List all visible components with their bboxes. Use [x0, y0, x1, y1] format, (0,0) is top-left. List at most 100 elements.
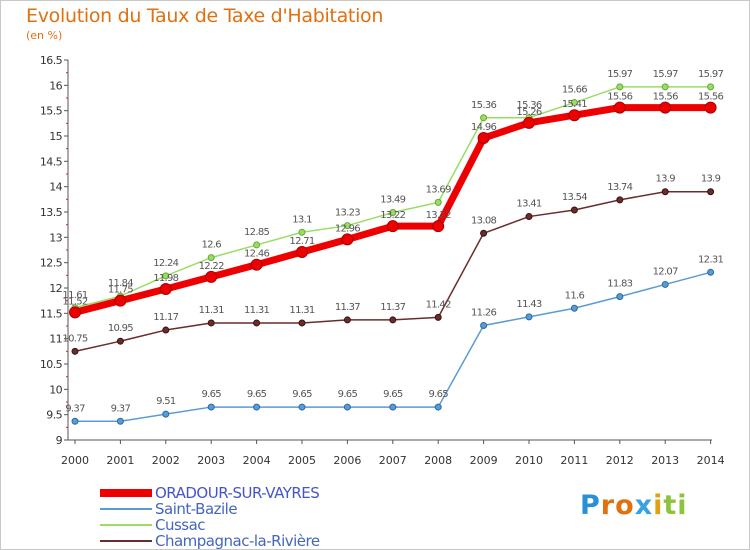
data-label: 11.26 [471, 307, 496, 318]
data-point [207, 319, 215, 327]
data-point [207, 254, 215, 262]
data-label: 13.74 [607, 182, 632, 193]
data-point [661, 280, 669, 288]
data-point [525, 313, 533, 321]
x-tick-label: 2005 [288, 454, 316, 467]
legend-swatch [100, 489, 152, 497]
data-label: 9.37 [65, 403, 85, 414]
chart-title: Evolution du Taux de Taxe d'Habitation [26, 5, 384, 27]
data-point [434, 198, 442, 206]
x-tick-label: 2008 [424, 454, 452, 467]
data-label: 13.22 [426, 210, 451, 221]
data-label: 11.31 [289, 305, 314, 316]
data-label: 12.96 [335, 223, 360, 234]
x-tick-label: 2012 [606, 454, 634, 467]
logo-letter: i [653, 490, 664, 521]
data-point [389, 403, 397, 411]
data-point [207, 403, 215, 411]
data-point [480, 114, 488, 122]
data-point [298, 228, 306, 236]
logo-letter: i [677, 490, 688, 521]
legend-swatch [100, 524, 152, 526]
data-point [162, 272, 170, 280]
legend-label: ORADOUR-SUR-VAYRES [155, 484, 320, 502]
data-point [205, 270, 218, 283]
x-tick-label: 2000 [61, 454, 89, 467]
data-point [661, 188, 669, 196]
logo-letter: t [663, 490, 678, 521]
data-label: 12.22 [199, 261, 224, 272]
x-tick-label: 2004 [243, 454, 271, 467]
x-tick-label: 2009 [470, 454, 498, 467]
data-point [389, 209, 397, 217]
data-label: 13.41 [516, 199, 541, 210]
data-point [480, 321, 488, 329]
data-label: 11.61 [62, 290, 87, 301]
data-point [659, 101, 672, 114]
data-point [434, 313, 442, 321]
data-label: 12.46 [244, 249, 269, 260]
legend-label: Cussac [155, 516, 206, 534]
data-point [525, 213, 533, 221]
data-point [704, 101, 717, 114]
data-point [616, 293, 624, 301]
data-label: 11.31 [199, 305, 224, 316]
data-label: 11.43 [516, 299, 541, 310]
logo-letter: x [634, 490, 654, 521]
data-point [341, 233, 354, 246]
data-label: 9.65 [247, 389, 267, 400]
y-tick-label: 10.5 [40, 358, 63, 371]
data-point [616, 83, 624, 91]
data-point [116, 337, 124, 345]
data-point [613, 101, 626, 114]
x-tick-label: 2001 [106, 454, 134, 467]
y-tick-label: 10 [49, 383, 62, 396]
data-point [116, 417, 124, 425]
data-label: 12.07 [653, 266, 678, 277]
data-point [71, 417, 79, 425]
data-label: 13.54 [562, 192, 587, 203]
data-point [707, 83, 715, 91]
data-point [71, 347, 79, 355]
data-label: 12.85 [244, 227, 269, 238]
data-label: 9.65 [338, 389, 358, 400]
data-label: 13.23 [335, 208, 360, 219]
data-label: 15.56 [653, 92, 678, 103]
data-label: 15.36 [516, 100, 541, 111]
data-point [162, 326, 170, 334]
data-point [480, 229, 488, 237]
x-tick-label: 2006 [333, 454, 361, 467]
data-label: 11.6 [565, 290, 585, 301]
data-label: 10.95 [108, 323, 133, 334]
data-point [616, 196, 624, 204]
data-point [114, 294, 127, 307]
data-point [707, 268, 715, 276]
data-label: 12.24 [153, 258, 178, 269]
data-point [570, 99, 578, 107]
logo-letter: r [600, 490, 616, 521]
data-point [298, 403, 306, 411]
data-point [250, 258, 263, 271]
data-label: 15.41 [562, 99, 587, 110]
data-label: 11.37 [380, 302, 405, 313]
y-tick-label: 9 [56, 434, 63, 447]
y-tick-label: 11 [49, 333, 62, 346]
x-tick-label: 2010 [515, 454, 543, 467]
data-label: 11.42 [426, 299, 451, 310]
y-tick-label: 11.5 [40, 307, 63, 320]
x-tick-label: 2007 [379, 454, 407, 467]
data-label: 15.56 [698, 92, 723, 103]
data-label: 15.97 [607, 69, 632, 80]
data-label: 11.52 [62, 296, 87, 307]
legend-label: Saint-Bazile [155, 500, 238, 518]
proxiti-logo: Proxiti [580, 490, 688, 521]
data-label: 15.26 [516, 107, 541, 118]
data-label: 11.84 [108, 278, 133, 289]
data-point [389, 316, 397, 324]
data-point [162, 410, 170, 418]
data-label: 13.49 [380, 195, 405, 206]
data-label: 9.51 [156, 396, 176, 407]
data-label: 13.9 [655, 174, 675, 185]
y-tick-label: 9.5 [46, 409, 62, 422]
